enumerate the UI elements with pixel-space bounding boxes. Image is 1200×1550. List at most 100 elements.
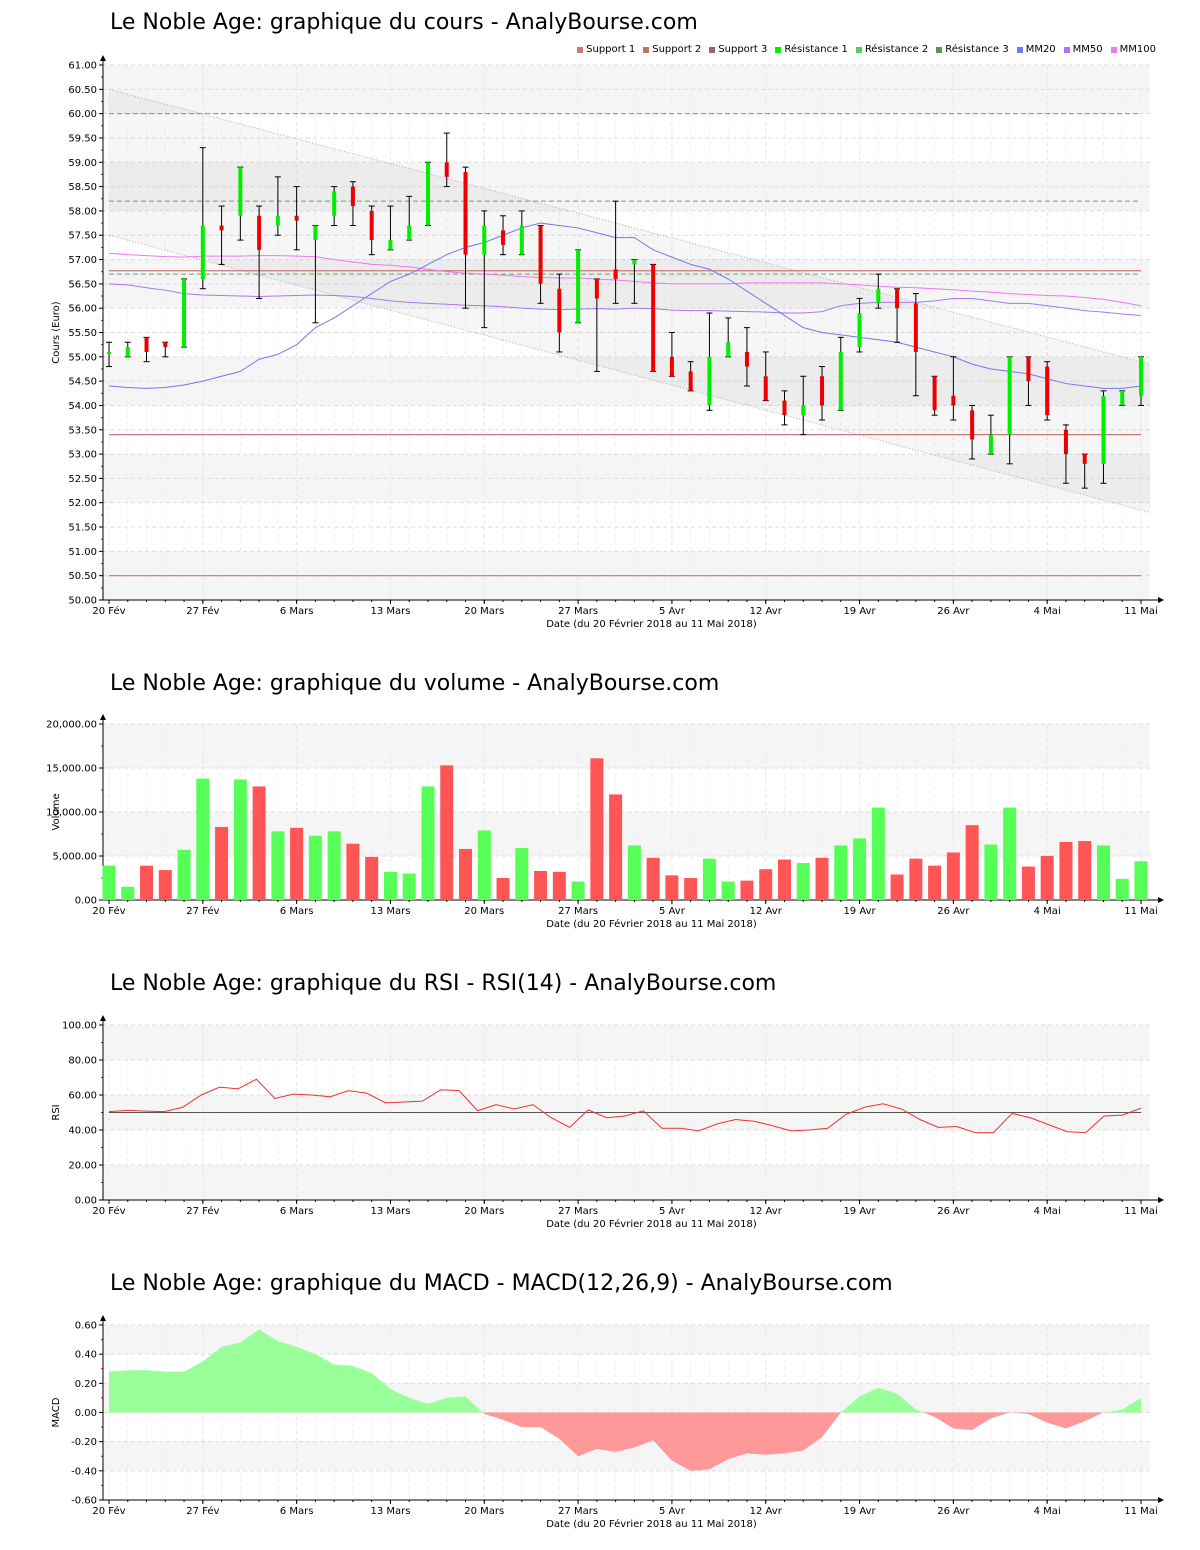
volume-bar [1134, 861, 1148, 900]
x-tick-label: 19 Avr [843, 1506, 876, 1517]
candle-body-up [988, 434, 993, 455]
candle-body-down [1063, 429, 1068, 455]
channel-lower-line [108, 234, 1151, 513]
volume-bar [515, 848, 529, 900]
y-tick-label: 51.00 [68, 547, 97, 558]
candlestick [274, 176, 281, 236]
y-axis-arrow [100, 714, 106, 720]
y-tick-label: 56.00 [68, 304, 97, 315]
candlestick [743, 327, 750, 387]
candle-body-up [388, 240, 393, 250]
legend-item: Support 1 [577, 44, 635, 55]
x-tick-label: 11 Mai [1124, 1506, 1157, 1517]
volume-bar [1003, 807, 1017, 900]
y-tick-label: 54.50 [68, 377, 97, 388]
legend-item: MM20 [1016, 44, 1056, 55]
volume-bar [459, 848, 473, 900]
volume-bar [552, 871, 566, 900]
y-tick-label: 56.50 [68, 279, 97, 290]
y-tick-label: 0.40 [75, 1350, 97, 1361]
y-tick-label: -0.40 [71, 1466, 97, 1477]
legend-label: MM20 [1025, 44, 1056, 55]
volume-bar [440, 765, 454, 900]
volume-bar [308, 835, 322, 900]
x-tick-label: 11 Mai [1124, 1206, 1157, 1217]
candle-body-down [1082, 454, 1087, 464]
volume-bar [233, 779, 247, 900]
legend-label: Résistance 2 [864, 44, 929, 55]
candlestick [687, 361, 694, 392]
candlestick [1119, 390, 1126, 406]
candle-body-up [238, 167, 243, 216]
candlestick [1044, 361, 1051, 421]
volume-bar [383, 871, 397, 900]
candlestick [706, 312, 713, 411]
candlestick [106, 341, 112, 368]
volume-bar [984, 844, 998, 900]
legend-swatch-icon [1016, 46, 1023, 53]
x-tick-label: 6 Mars [280, 1506, 314, 1517]
candlestick [143, 336, 150, 363]
x-tick-label: 20 Fév [92, 1205, 125, 1217]
y-tick-label: 80.00 [68, 1056, 97, 1067]
y-axis-label: Volume [51, 793, 62, 830]
candlestick [987, 414, 994, 455]
x-axis-label: Date (du 20 Février 2018 au 11 Mai 2018) [546, 918, 757, 930]
candle-body-up [125, 347, 130, 357]
candlestick [443, 132, 450, 188]
legend-label: Support 1 [586, 44, 636, 55]
y-tick-label: 52.50 [68, 474, 97, 485]
volume-bar [534, 870, 548, 900]
candle-body-down [951, 395, 956, 406]
volume-bar [1021, 866, 1035, 900]
y-tick-label: 57.00 [68, 255, 97, 266]
y-tick-label: 100.00 [62, 1021, 97, 1032]
candle-body-up [482, 225, 487, 255]
candle-body-down [970, 410, 975, 440]
legend-swatch-icon [1110, 46, 1117, 53]
candle-body-down [744, 351, 749, 367]
x-tick-label: 20 Mars [464, 1206, 504, 1217]
y-tick-label: 55.50 [68, 328, 97, 339]
mm50-line [108, 283, 1142, 316]
legend-item: Résistance 2 [855, 44, 929, 55]
candle-body-up [576, 249, 581, 323]
x-tick-label: 13 Mars [370, 1206, 410, 1217]
y-tick-label: 60.00 [68, 109, 97, 120]
legend-item: Résistance 1 [775, 44, 848, 55]
price-chart-panel: Le Noble Age: graphique du cours - Analy… [0, 0, 1200, 650]
y-tick-label: 58.50 [68, 182, 97, 193]
candlestick [1025, 356, 1032, 406]
x-tick-label: 11 Mai [1124, 906, 1157, 917]
candle-body-down [820, 376, 825, 406]
macd-negative-area [1009, 1412, 1104, 1429]
x-tick-label: 27 Fév [186, 605, 219, 617]
candle-body-down [594, 279, 599, 299]
candlestick [199, 147, 206, 290]
candlestick [293, 186, 300, 251]
candlestick [612, 200, 619, 304]
volume-bar [1059, 841, 1073, 900]
candle-body-up [519, 225, 524, 255]
x-tick-label: 12 Avr [750, 906, 783, 917]
legend-label: Support 3 [718, 44, 768, 55]
candlestick [1062, 424, 1069, 484]
volume-bar [627, 845, 641, 900]
volume-bar [477, 830, 491, 900]
candlestick [593, 278, 600, 372]
candlestick [237, 166, 244, 241]
x-tick-label: 6 Mars [280, 1206, 314, 1217]
x-axis-label: Date (du 20 Février 2018 au 11 Mai 2018) [546, 1518, 757, 1530]
x-tick-label: 27 Mars [558, 606, 598, 617]
volume-bar [290, 827, 304, 900]
y-tick-label: 60.00 [68, 1091, 97, 1102]
y-tick-label: 20,000.00 [46, 720, 97, 731]
y-tick-label: 20.00 [68, 1161, 97, 1172]
volume-bar [684, 878, 698, 900]
volume-bar [215, 826, 229, 900]
candle-body-up [407, 225, 412, 241]
candlestick [218, 205, 225, 265]
legend-swatch-icon [775, 46, 782, 53]
candle-body-down [613, 269, 618, 279]
